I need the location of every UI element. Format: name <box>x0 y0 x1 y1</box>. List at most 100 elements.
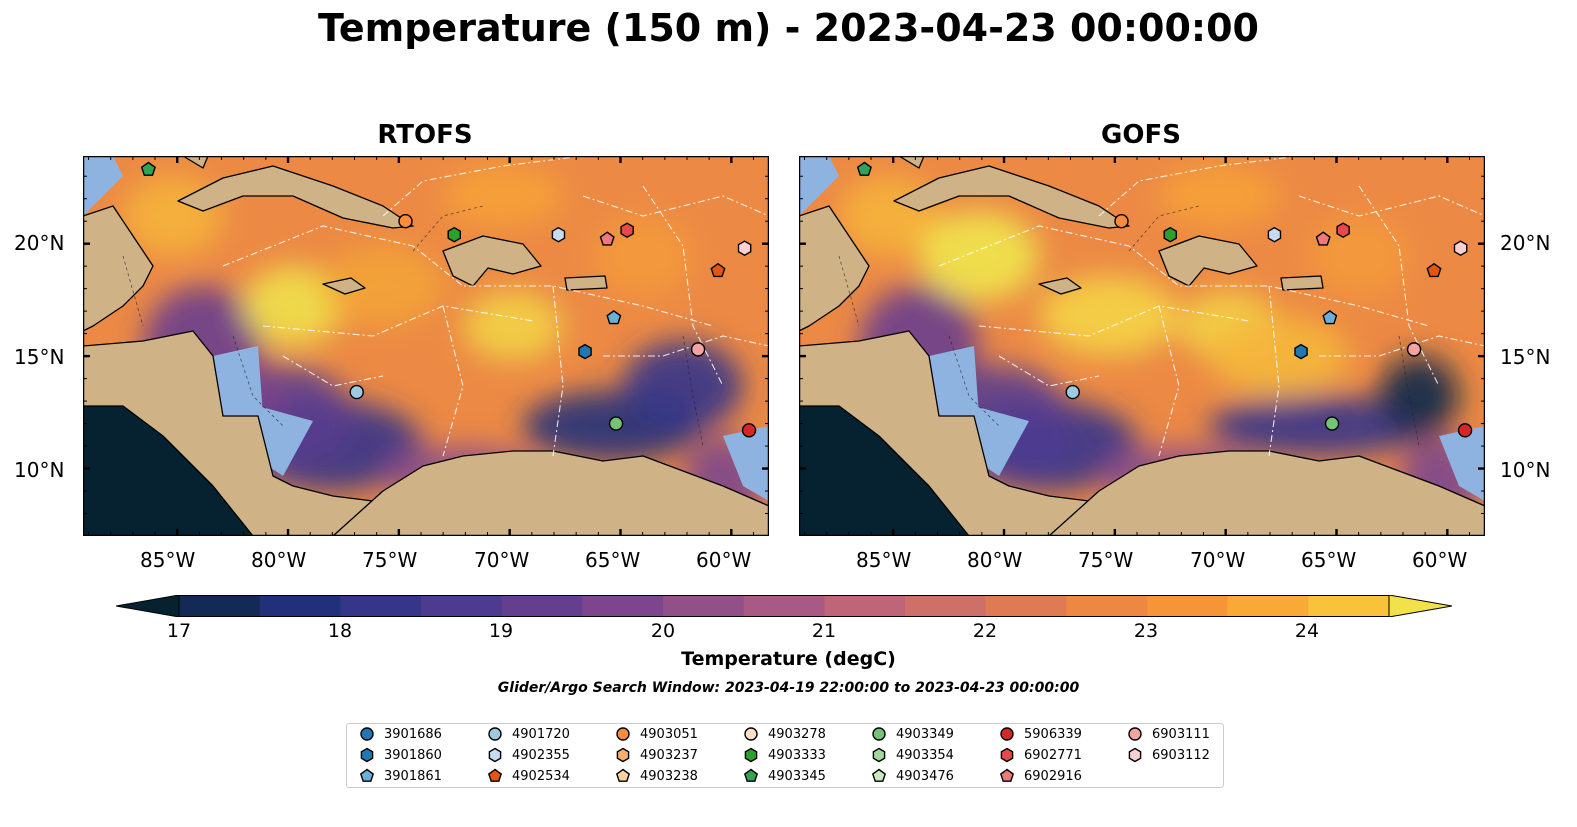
legend-marker-icon <box>744 727 758 741</box>
float-marker-6902771 <box>1336 222 1350 239</box>
legend-marker-4903278 <box>744 727 758 741</box>
legend-item-6903111: 6903111 <box>1127 726 1210 742</box>
legend-marker-4903354 <box>872 747 886 763</box>
legend-label: 4903354 <box>896 747 954 763</box>
legend-marker-icon <box>488 727 502 741</box>
legend-label: 6902771 <box>1024 747 1082 763</box>
legend-marker-icon <box>359 768 375 782</box>
colorbar-frame <box>178 595 1390 617</box>
float-marker-6902916 <box>599 231 615 246</box>
lon-label-right-70: 70°W <box>1190 548 1246 572</box>
float-marker-6903111 <box>690 342 706 357</box>
colorbar <box>116 595 1452 617</box>
legend-marker-icon <box>615 768 631 782</box>
lat-label-right-15: 15°N <box>1500 345 1551 369</box>
axis-ticks <box>799 156 1485 536</box>
legend-marker-4903237 <box>616 747 630 763</box>
legend-item-4903278: 4903278 <box>743 726 826 742</box>
legend-marker-4901720 <box>488 727 502 741</box>
float-marker-5906339 <box>1457 423 1473 438</box>
colorbar-tick-19: 19 <box>488 620 514 642</box>
legend-label: 6902916 <box>1024 768 1082 784</box>
legend-label: 3901860 <box>384 747 442 763</box>
legend-label: 4903345 <box>768 768 826 784</box>
lon-label-right-75: 75°W <box>1078 548 1134 572</box>
legend-label: 3901861 <box>384 768 442 784</box>
colorbar-label: Temperature (degC) <box>681 648 896 670</box>
float-marker-4903051 <box>1114 214 1129 229</box>
colorbar-segment <box>824 595 906 617</box>
colorbar-tick-17: 17 <box>166 620 192 642</box>
colorbar-segment <box>1147 595 1229 617</box>
legend-marker-4903051 <box>616 727 630 741</box>
colorbar-over-triangle <box>1388 595 1452 617</box>
legend-marker-icon <box>487 768 503 782</box>
colorbar-segment <box>259 595 341 617</box>
float-marker-6902771 <box>620 222 634 239</box>
float-marker-3901861 <box>1322 310 1338 325</box>
pacific-region <box>799 406 969 536</box>
legend-label: 4903476 <box>896 768 954 784</box>
map-panel-gofs <box>799 156 1485 536</box>
legend-marker-4903238 <box>615 768 631 782</box>
float-marker-6903112 <box>737 240 752 257</box>
colorbar-segment <box>1227 595 1309 617</box>
colorbar-tick-20: 20 <box>650 620 676 642</box>
float-marker-4903051 <box>398 214 413 229</box>
float-marker-4903349 <box>1324 416 1340 431</box>
float-marker-4902355 <box>1267 226 1282 243</box>
hispaniola-land <box>1158 235 1258 287</box>
puerto-rico-land <box>564 275 608 291</box>
lat-label-left-15: 15°N <box>14 345 65 369</box>
lon-label-left-60: 60°W <box>696 548 752 572</box>
float-marker-5906339 <box>741 423 757 438</box>
lon-label-right-60: 60°W <box>1412 548 1468 572</box>
legend-marker-icon <box>999 768 1015 782</box>
colorbar-tick-24: 24 <box>1294 620 1320 642</box>
float-markers <box>140 161 757 438</box>
legend-item-3901686: 3901686 <box>359 726 442 742</box>
colorbar-tick-18: 18 <box>327 620 353 642</box>
legend-marker-3901686 <box>360 727 374 741</box>
colorbar-segment <box>582 595 664 617</box>
legend-marker-6903112 <box>1128 747 1142 763</box>
legend-label: 6903112 <box>1152 747 1210 763</box>
legend-marker-4902355 <box>488 747 502 763</box>
legend-marker-3901861 <box>359 768 375 782</box>
colorbar-segment <box>663 595 745 617</box>
jamaica-land <box>1038 277 1082 295</box>
legend-marker-4903345 <box>743 768 759 782</box>
lon-label-right-65: 65°W <box>1301 548 1357 572</box>
float-marker-3901861 <box>606 310 622 325</box>
lon-label-right-80: 80°W <box>967 548 1023 572</box>
colorbar-under-triangle <box>116 595 180 617</box>
lat-label-left-10: 10°N <box>14 458 65 482</box>
legend-item-6903112: 6903112 <box>1127 747 1210 763</box>
map-frame <box>83 156 769 536</box>
figure-title: Temperature (150 m) - 2023-04-23 00:00:0… <box>317 6 1259 50</box>
legend-label: 4903278 <box>768 726 826 742</box>
yucatan-land <box>83 205 154 332</box>
legend-item-3901860: 3901860 <box>359 747 442 763</box>
lon-label-left-75: 75°W <box>362 548 418 572</box>
float-marker-3901860 <box>578 343 592 360</box>
florida-land <box>898 156 925 169</box>
bathymetry-contours <box>122 205 704 447</box>
legend-marker-4903476 <box>871 768 887 782</box>
lat-label-left-20: 20°N <box>14 231 65 255</box>
colorbar-segment <box>1308 595 1390 617</box>
legend-label: 4901720 <box>512 726 570 742</box>
legend-marker-icon <box>1128 747 1142 763</box>
lat-label-right-10: 10°N <box>1500 458 1551 482</box>
colorbar-segment <box>985 595 1067 617</box>
search-window-text: Glider/Argo Search Window: 2023-04-19 22… <box>497 680 1080 696</box>
legend-label: 4903333 <box>768 747 826 763</box>
lat-label-right-20: 20°N <box>1500 231 1551 255</box>
legend-item-6902916: 6902916 <box>999 768 1082 784</box>
legend-marker-6902771 <box>1000 747 1014 763</box>
panel-title-gofs: GOFS <box>1101 120 1181 150</box>
legend-item-4903333: 4903333 <box>743 747 826 763</box>
land-masses <box>83 156 769 536</box>
float-marker-4901720 <box>1065 384 1080 400</box>
legend-item-4901720: 4901720 <box>487 726 570 742</box>
